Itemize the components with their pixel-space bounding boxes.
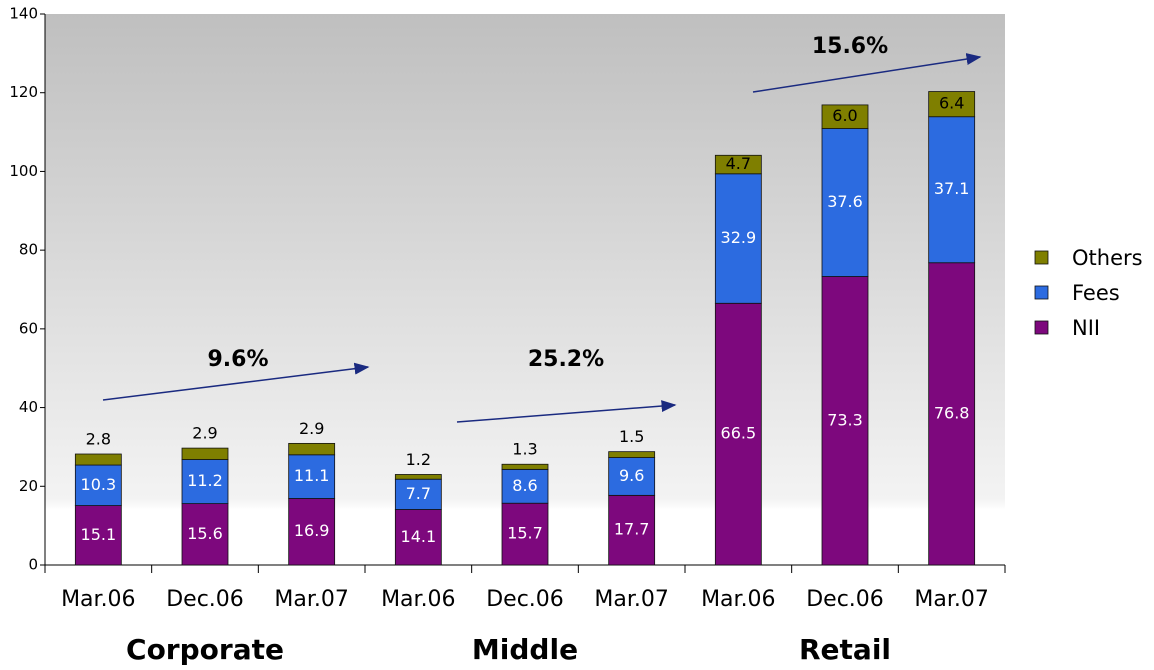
legend-swatch [1034,285,1049,300]
bar-segment [501,468,549,504]
data-label: 7.7 [406,484,431,503]
x-tick-label: Mar.07 [594,587,668,612]
data-label: 1.5 [619,427,644,446]
x-tick-label: Dec.06 [806,587,884,612]
data-label: 11.2 [187,471,223,490]
y-tick-label: 0 [28,556,38,574]
bar-segment [288,442,336,456]
data-label: 1.3 [512,440,537,459]
bar-segment [394,478,442,510]
data-label: 10.3 [81,475,117,494]
bar-segment [74,505,122,566]
annotation: 9.6% [207,347,268,372]
annotation: 25.2% [528,347,604,372]
x-tick-label: Mar.06 [381,587,455,612]
data-label: 15.7 [507,524,543,543]
x-tick-label: Mar.06 [61,587,135,612]
data-label: 14.1 [401,527,437,546]
data-label: 32.9 [721,228,757,247]
x-tick-label: Mar.07 [914,587,988,612]
bar-segment [181,503,229,566]
data-label: 4.7 [726,154,751,173]
x-tick-label: Mar.06 [701,587,775,612]
bar-segment [394,474,442,480]
data-label: 76.8 [934,403,970,422]
data-label: 16.9 [294,521,330,540]
x-tick-label: Mar.07 [274,587,348,612]
data-label: 37.1 [934,179,970,198]
y-tick-label: 80 [19,241,38,259]
bar-segment [394,509,442,566]
bar-segment [288,498,336,566]
x-tick-label: Dec.06 [486,587,564,612]
bar-segment [501,463,549,470]
legend-label: Fees [1072,281,1120,305]
x-tick-label: Dec.06 [166,587,244,612]
bar-segment [714,173,762,304]
y-tick-label: 140 [9,5,38,23]
legend-swatch [1034,320,1049,335]
bar-segment [181,447,229,460]
data-label: 9.6 [619,466,644,485]
trend-arrow [102,362,370,401]
data-label: 8.6 [512,476,537,495]
data-label: 1.2 [406,450,431,469]
legend-swatch [1034,250,1049,265]
data-label: 2.8 [86,430,111,449]
data-label: 6.4 [939,94,964,113]
data-label: 2.9 [192,424,217,443]
bar-segment [74,453,122,466]
bar-segment [928,91,976,118]
bar-segment [928,262,976,566]
legend-label: Others [1072,246,1143,270]
bar-segment [181,459,229,505]
trend-arrow [752,53,982,93]
bar-segment [714,154,762,175]
bar-segment [714,302,762,566]
bar-segment [928,116,976,264]
y-tick-label: 60 [19,319,38,337]
y-tick-label: 120 [9,83,38,101]
group-label: Middle [472,633,578,666]
annotation: 15.6% [812,34,888,59]
data-label: 11.1 [294,466,330,485]
data-label: 17.7 [614,520,650,539]
bar-segment [821,276,869,566]
trend-arrow [456,400,677,423]
y-tick-label: 40 [19,398,38,416]
bar-segment [608,451,656,458]
data-label: 6.0 [832,106,857,125]
data-label: 2.9 [299,419,324,438]
data-label: 73.3 [827,410,863,429]
data-label: 66.5 [721,424,757,443]
group-label: Retail [799,633,891,666]
y-tick-label: 100 [9,162,38,180]
data-label: 15.1 [81,525,117,544]
data-label: 37.6 [827,192,863,211]
bar-segment [501,502,549,566]
y-tick-label: 20 [19,477,38,495]
bar-segment [288,454,336,499]
group-label: Corporate [126,633,284,666]
bar-segment [74,464,122,506]
legend-label: NII [1072,316,1100,340]
data-label: 15.6 [187,524,223,543]
bar-segment [821,104,869,129]
